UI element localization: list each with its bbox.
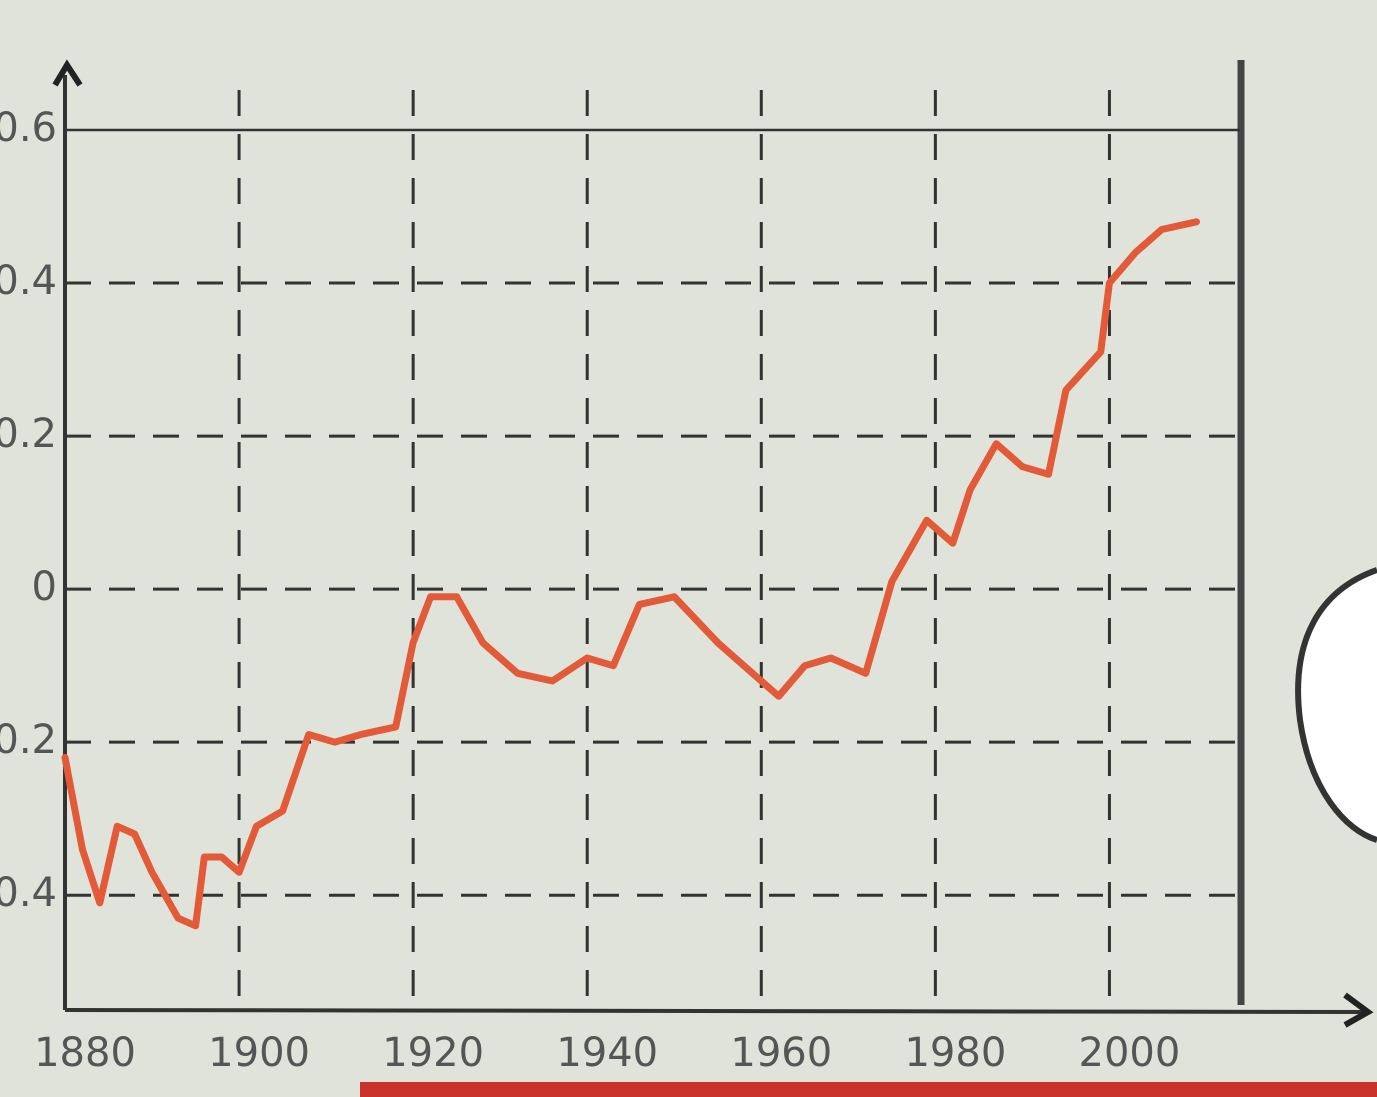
- y-tick-label: 0: [32, 564, 57, 610]
- paper: [0, 0, 1377, 1097]
- y-tick-label: 0.2: [0, 411, 57, 457]
- y-tick-label: 0.4: [0, 258, 57, 304]
- x-tick-label: 1900: [208, 1030, 310, 1076]
- x-tick-label: 1960: [730, 1030, 832, 1076]
- red-strip: [360, 1082, 1377, 1097]
- x-tick-label: 1980: [904, 1030, 1006, 1076]
- x-tick-label: 1920: [382, 1030, 484, 1076]
- x-axis: [65, 1010, 1365, 1012]
- x-tick-label: 1940: [556, 1030, 658, 1076]
- x-tick-label: 1880: [34, 1030, 136, 1076]
- y-tick-label: -0.4: [0, 870, 57, 916]
- chart: -0.4 -0.2 0 0.2 0.4 0.6 1880 1900 1920 1940 1960 19…: [0, 0, 1377, 1097]
- x-tick-label: 2000: [1079, 1030, 1181, 1076]
- y-tick-label: -0.2: [0, 717, 57, 763]
- y-tick-label: 0.6: [0, 105, 57, 151]
